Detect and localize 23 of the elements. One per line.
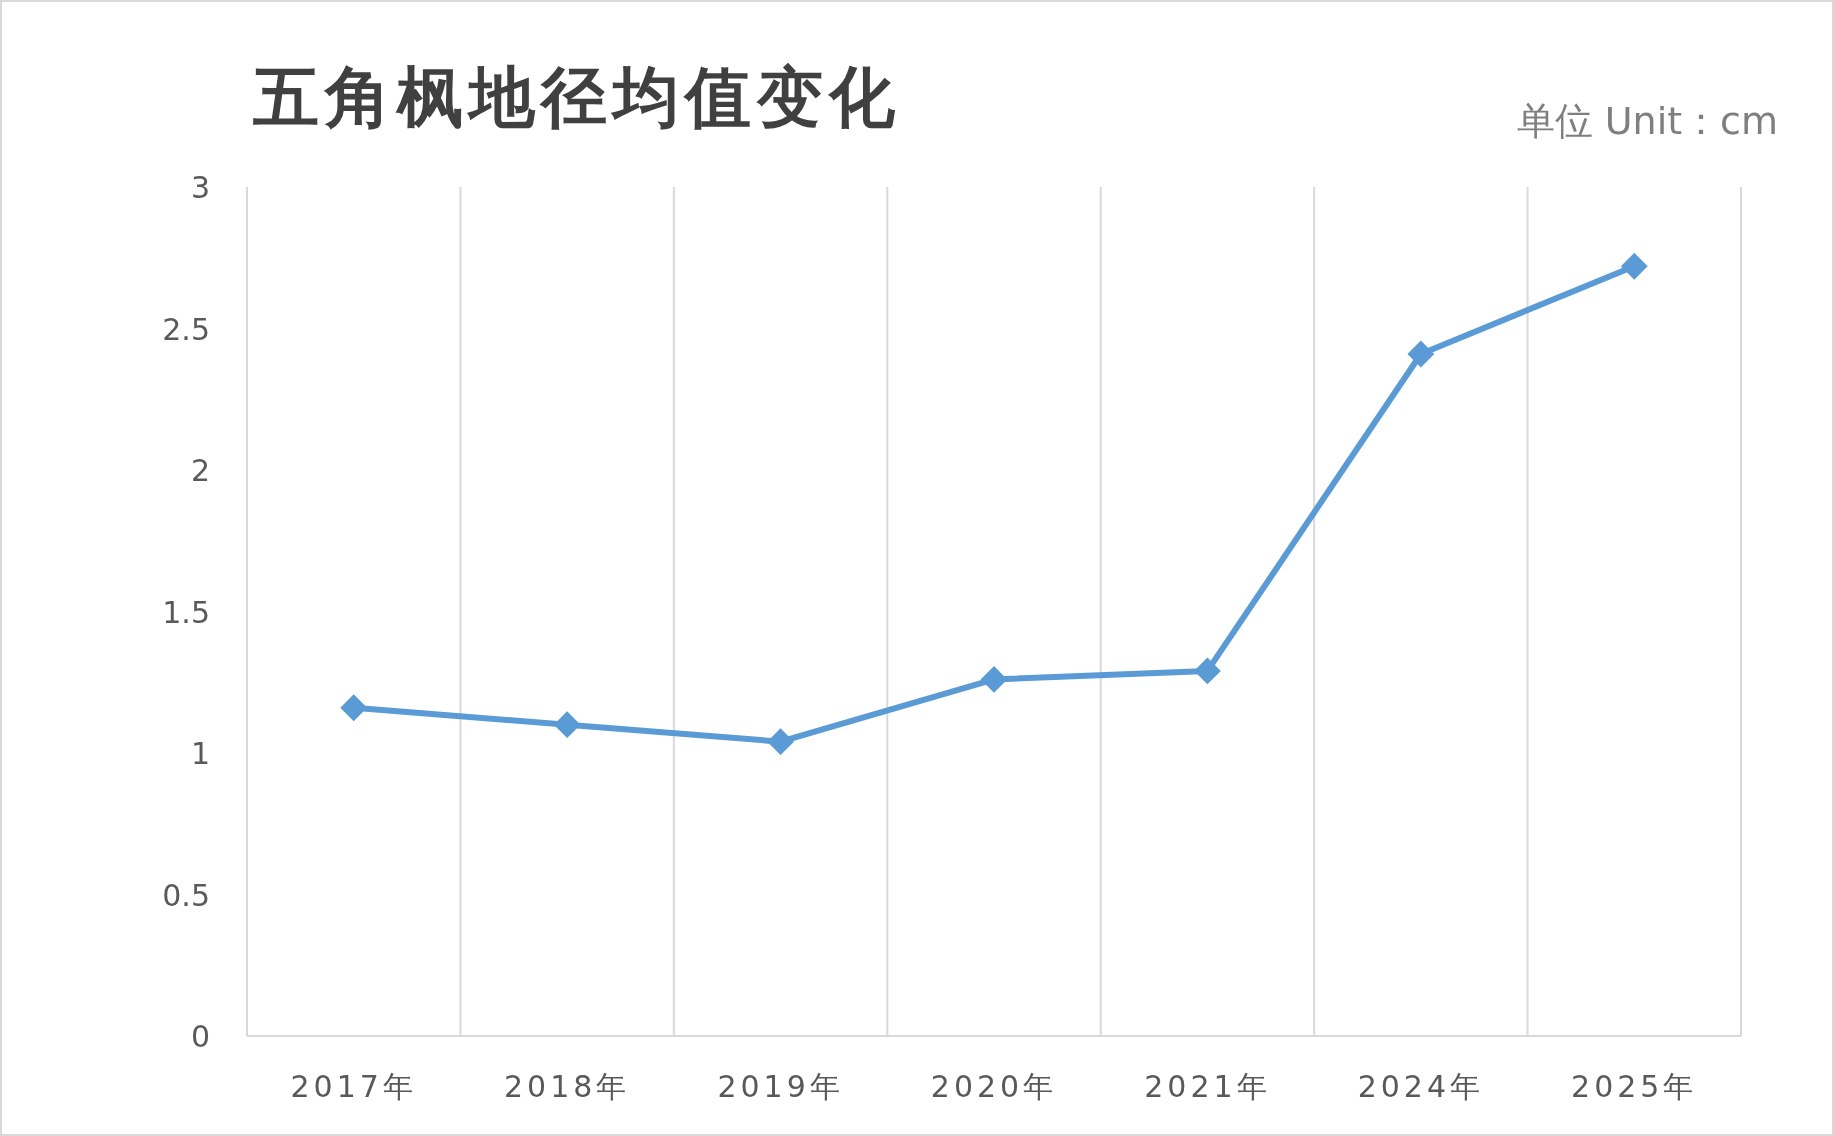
point bbox=[767, 728, 794, 755]
x-tick-label: 2017年 bbox=[290, 1069, 417, 1104]
text: 单位 Unit：cm bbox=[1516, 99, 1778, 143]
y-tick-label: 1.5 bbox=[162, 594, 210, 630]
y-tick-label: 1 bbox=[190, 736, 210, 771]
y-tick-label: 2.5 bbox=[162, 311, 210, 347]
x-tick-label: 2018年 bbox=[503, 1069, 631, 1104]
point bbox=[1194, 657, 1221, 684]
y-tick-label: 0.5 bbox=[162, 877, 210, 913]
point bbox=[1407, 340, 1434, 367]
y-tick-label: 0 bbox=[190, 1019, 210, 1054]
point bbox=[340, 694, 367, 721]
chart-title: 五角枫地径均值变化 bbox=[252, 58, 901, 136]
point bbox=[1621, 253, 1648, 280]
x-tick-label: 2019年 bbox=[717, 1069, 844, 1104]
point bbox=[981, 666, 1007, 693]
point bbox=[554, 711, 581, 738]
y-tick-label: 2 bbox=[190, 453, 210, 488]
x-tick-label: 2025年 bbox=[1571, 1069, 1698, 1104]
x-tick-label: 2021年 bbox=[1144, 1069, 1271, 1104]
x-tick-label: 2020年 bbox=[930, 1069, 1058, 1104]
x-tick-label: 2024年 bbox=[1357, 1069, 1485, 1104]
y-tick-label: 3 bbox=[190, 170, 210, 205]
